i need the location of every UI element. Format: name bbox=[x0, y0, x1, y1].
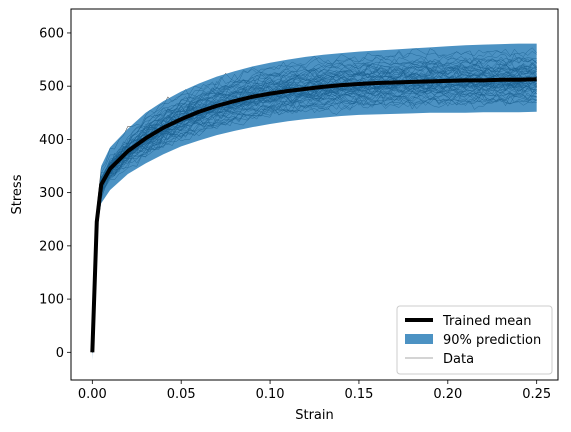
y-tick-label: 0 bbox=[56, 346, 64, 361]
y-tick-label: 200 bbox=[39, 239, 64, 254]
axes-frame bbox=[70, 8, 559, 381]
legend-mean-label: Trained mean bbox=[442, 314, 531, 329]
x-tick-label: 0.05 bbox=[167, 387, 196, 402]
legend-box bbox=[396, 305, 553, 375]
y-tick-label: 100 bbox=[39, 293, 64, 308]
x-tick-label: 0.00 bbox=[78, 387, 107, 402]
trained-mean-line bbox=[90, 77, 537, 353]
legend-data-label: Data bbox=[443, 352, 474, 367]
x-tick-label: 0.10 bbox=[256, 387, 285, 402]
plot-area bbox=[90, 43, 537, 361]
x-axis-label: Strain bbox=[295, 408, 334, 423]
x-tick-label: 0.25 bbox=[522, 387, 551, 402]
x-tick-label: 0.15 bbox=[344, 387, 373, 402]
y-axis: 0 100 200 300 400 500 600 bbox=[39, 26, 71, 361]
prediction-band bbox=[92, 43, 537, 361]
y-tick-label: 500 bbox=[39, 80, 64, 95]
legend: Trained mean 90% prediction Data bbox=[396, 305, 553, 375]
x-axis: 0.00 0.05 0.10 0.15 0.20 0.25 bbox=[78, 380, 551, 402]
y-tick-label: 300 bbox=[39, 186, 64, 201]
x-tick-label: 0.20 bbox=[433, 387, 462, 402]
y-tick-label: 600 bbox=[39, 26, 64, 41]
y-axis-label: Stress bbox=[10, 174, 25, 214]
y-tick-label: 400 bbox=[39, 133, 64, 148]
legend-band-swatch bbox=[405, 334, 433, 344]
legend-band-label: 90% prediction bbox=[443, 333, 541, 348]
